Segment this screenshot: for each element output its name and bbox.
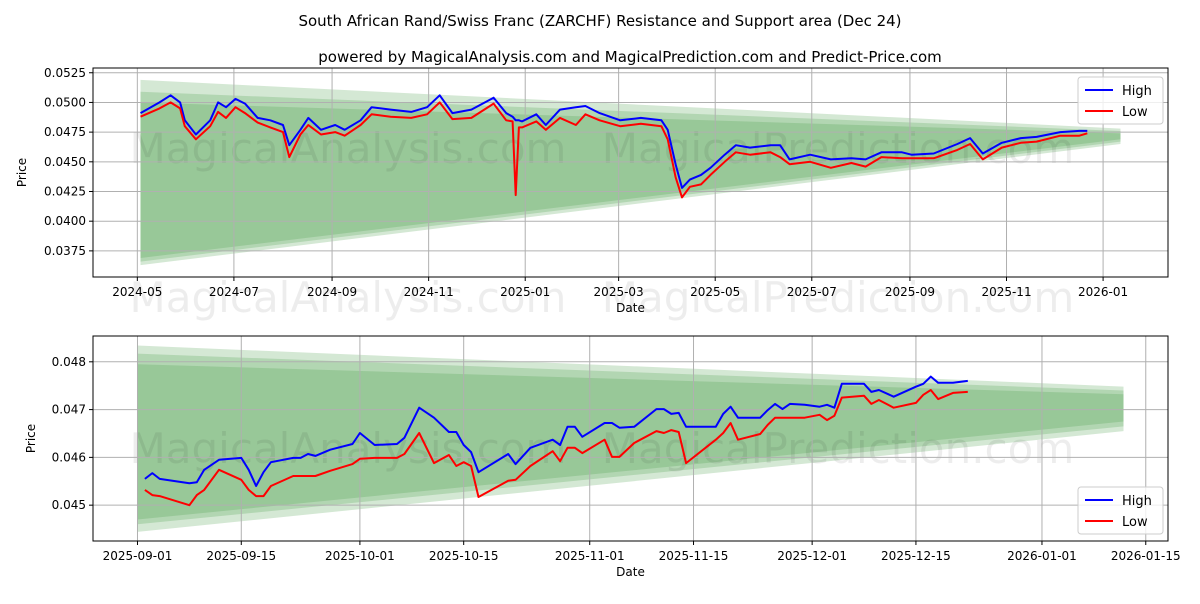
x-tick-label: 2025-10-15 (429, 549, 499, 563)
legend: High Low (1077, 486, 1164, 535)
support-resistance-band (140, 102, 1121, 258)
chart-subtitle: powered by MagicalAnalysis.com and Magic… (318, 48, 942, 66)
legend-label-high: High (1122, 84, 1152, 99)
support-resistance-band (140, 91, 1121, 262)
x-tick-label: 2025-09-15 (206, 549, 276, 563)
y-tick-label: 0.0425 (44, 185, 86, 199)
x-tick-label: 2026-01-01 (1007, 549, 1077, 563)
x-tick-label: 2024-07 (209, 285, 259, 299)
x-tick-label: 2025-11 (981, 285, 1031, 299)
x-tick-label: 2025-09-01 (103, 549, 173, 563)
x-tick-label: 2025-11-01 (555, 549, 625, 563)
y-tick-label: 0.0400 (44, 214, 86, 228)
top-chart-axes: MagicalAnalysis.com MagicalPrediction.com… (15, 66, 1169, 322)
series-line-low (144, 389, 968, 507)
x-tick-label: 2025-09 (885, 285, 935, 299)
watermark: MagicalPrediction.com (602, 273, 1075, 322)
bottom-chart-axes: MagicalAnalysis.com MagicalPrediction.com… (24, 335, 1181, 579)
y-tick-label: 0.0375 (44, 244, 86, 258)
y-tick-label: 0.0475 (44, 125, 86, 139)
y-axis-label: Price (15, 158, 29, 187)
x-tick-label: 2025-01 (500, 285, 550, 299)
series-line-high (144, 375, 968, 487)
x-tick-label: 2025-10-01 (325, 549, 395, 563)
y-tick-label: 0.045 (52, 498, 86, 512)
series-line-high (140, 94, 1088, 189)
x-tick-label: 2026-01 (1078, 285, 1128, 299)
legend: High Low (1077, 76, 1164, 125)
legend-label-low: Low (1122, 105, 1148, 120)
y-tick-label: 0.048 (52, 355, 86, 369)
y-tick-label: 0.0525 (44, 66, 86, 80)
x-tick-label: 2025-12-01 (777, 549, 847, 563)
x-tick-label: 2024-11 (404, 285, 454, 299)
x-axis-label: Date (616, 565, 645, 579)
y-tick-label: 0.046 (52, 450, 86, 464)
x-tick-label: 2025-03 (594, 285, 644, 299)
x-tick-label: 2025-11-15 (659, 549, 729, 563)
x-tick-label: 2024-05 (112, 285, 162, 299)
x-tick-label: 2024-09 (307, 285, 357, 299)
y-tick-label: 0.047 (52, 403, 86, 417)
y-axis-label: Price (24, 424, 38, 453)
legend-label-high: High (1122, 494, 1152, 509)
support-resistance-band (137, 345, 1124, 532)
axes-frame (92, 67, 1169, 278)
support-resistance-band (140, 79, 1121, 266)
chart-title: South African Rand/Swiss Franc (ZARCHF) … (298, 12, 901, 30)
y-tick-label: 0.0500 (44, 95, 86, 109)
legend-box (1077, 486, 1164, 535)
watermark: MagicalAnalysis.com (130, 273, 567, 322)
legend-label-low: Low (1122, 515, 1148, 530)
legend-box (1077, 76, 1164, 125)
support-resistance-band (137, 353, 1124, 525)
x-axis-label: Date (616, 301, 645, 315)
axes-frame (92, 335, 1169, 542)
x-tick-label: 2025-12-15 (881, 549, 951, 563)
support-resistance-band (137, 364, 1124, 520)
y-tick-label: 0.0450 (44, 155, 86, 169)
watermark: MagicalAnalysis.com (130, 124, 567, 173)
x-tick-label: 2025-07 (787, 285, 837, 299)
x-tick-label: 2025-05 (690, 285, 740, 299)
x-tick-label: 2026-01-15 (1111, 549, 1181, 563)
series-line-low (140, 101, 1088, 199)
watermark: MagicalPrediction.com (602, 424, 1075, 473)
